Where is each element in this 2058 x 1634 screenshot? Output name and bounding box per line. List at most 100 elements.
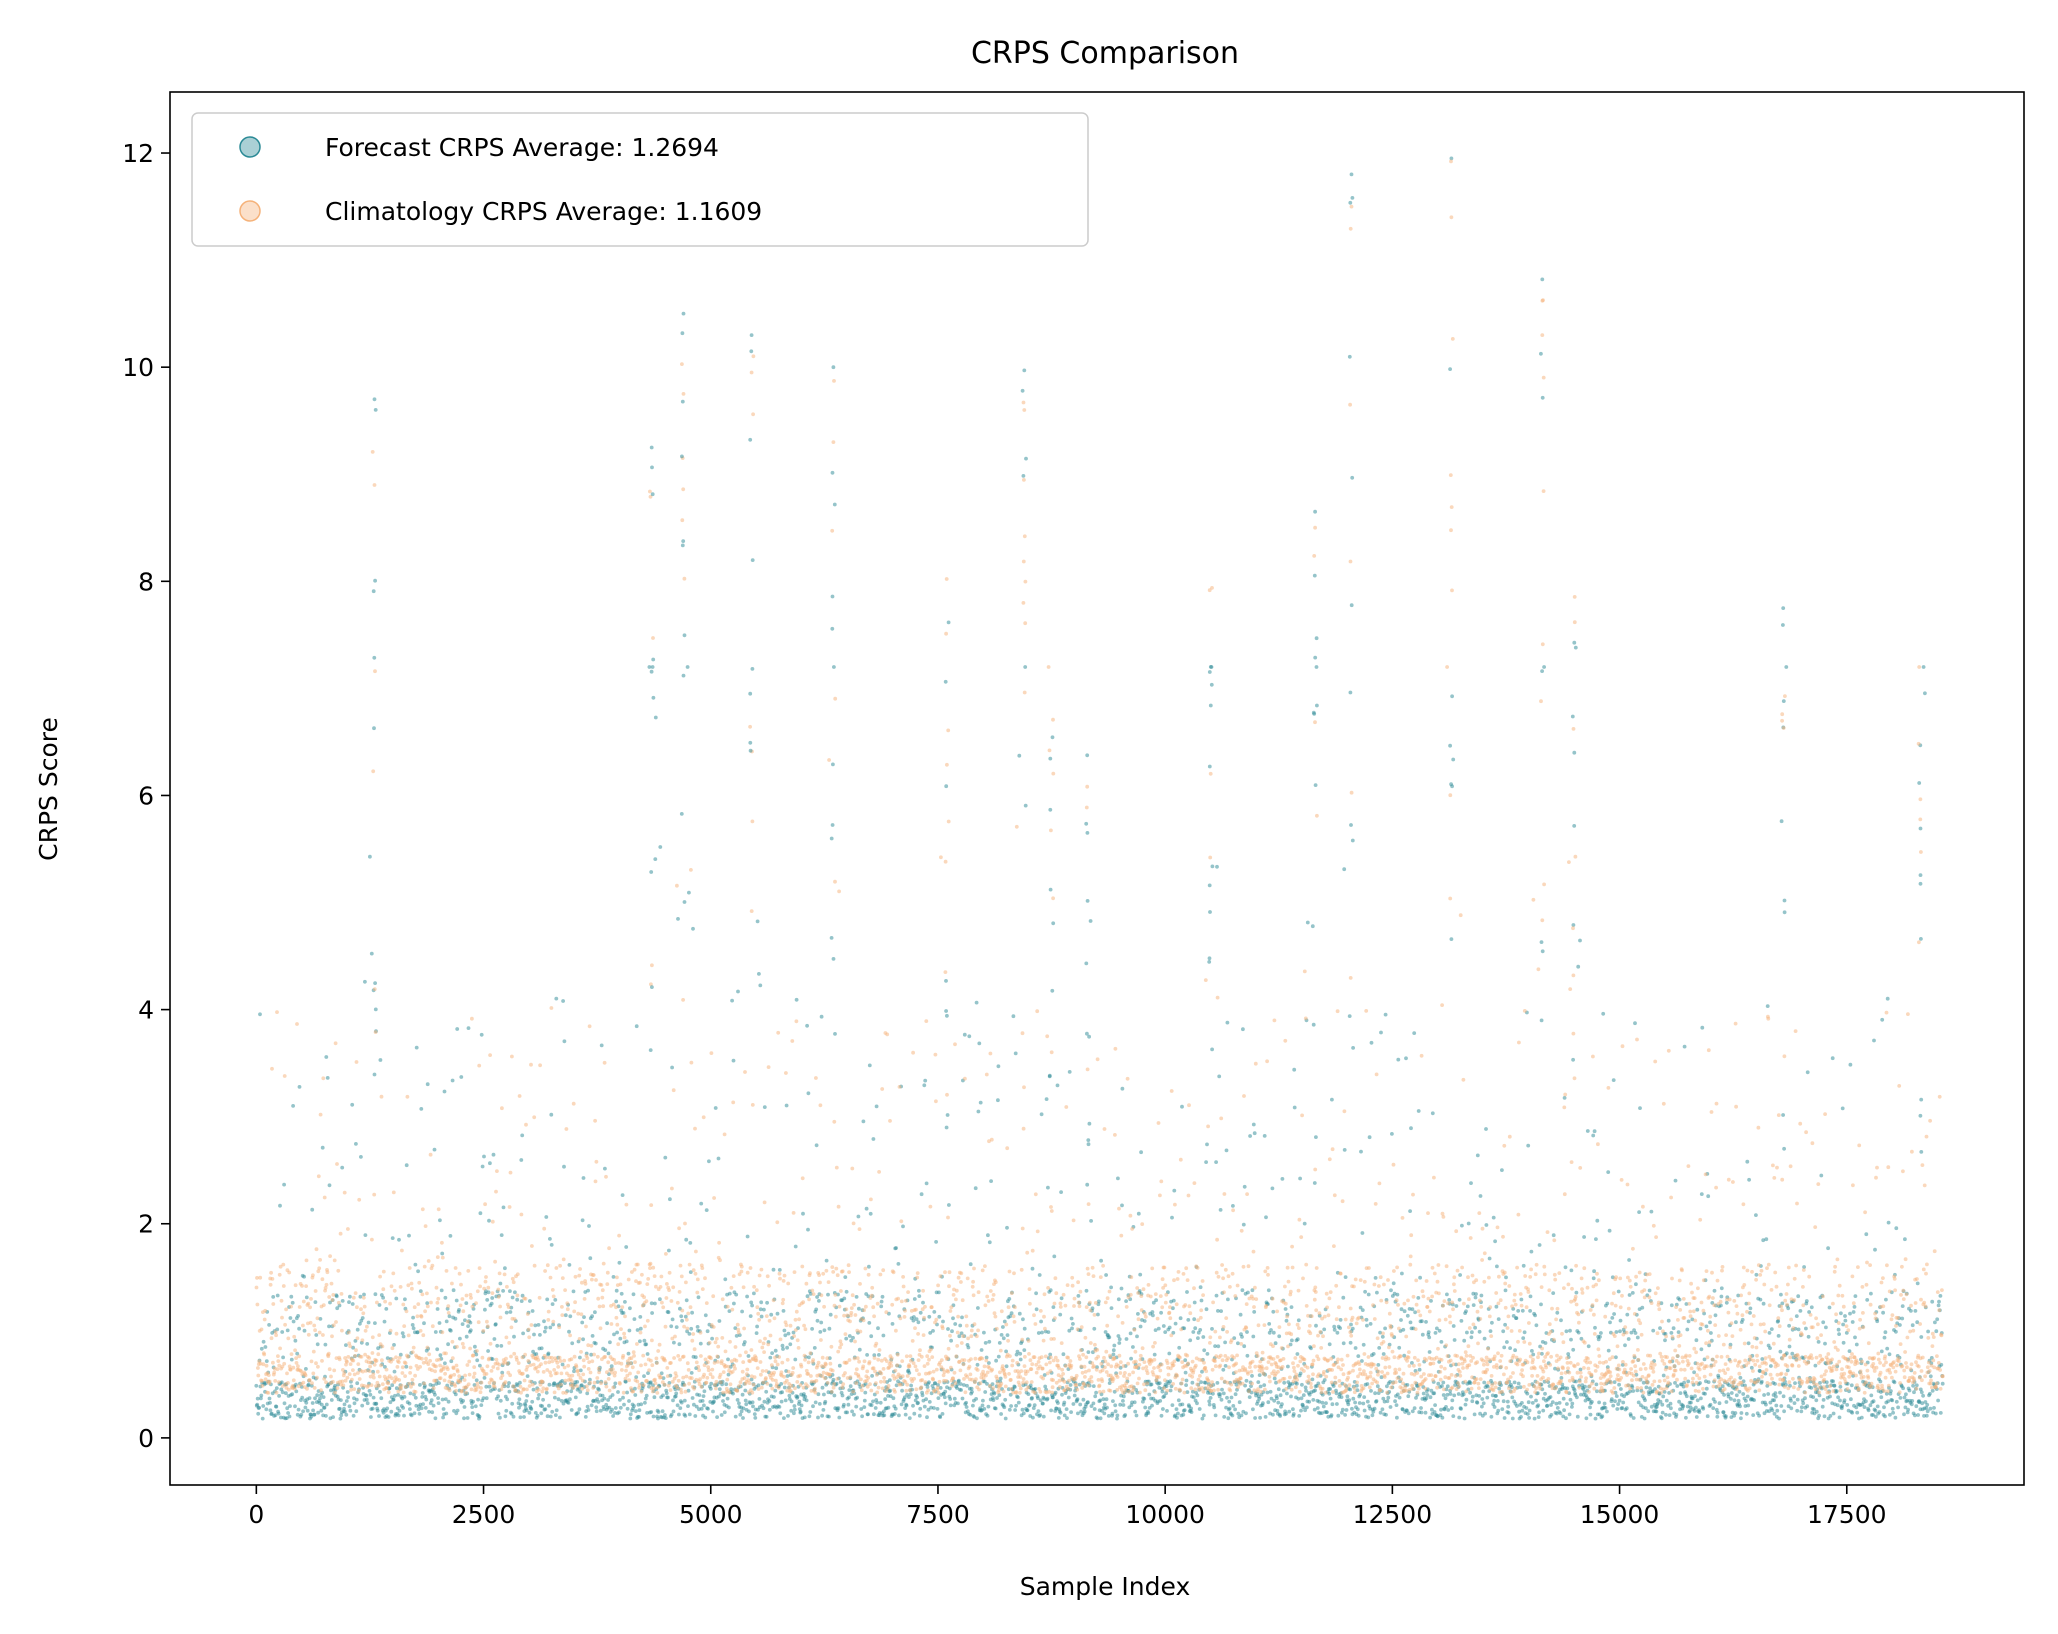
forecast-point	[498, 1398, 503, 1403]
forecast-point	[1809, 1305, 1814, 1310]
forecast-point	[1343, 1413, 1347, 1417]
forecast-point	[614, 1299, 619, 1304]
forecast-point	[1785, 1368, 1790, 1373]
forecast-point	[1021, 1317, 1025, 1322]
climatology-point	[594, 1278, 598, 1282]
forecast-point	[948, 1403, 953, 1408]
forecast-point	[464, 1301, 469, 1305]
climatology-point	[578, 1267, 582, 1271]
forecast-point	[1836, 1327, 1841, 1332]
climatology-point	[669, 1361, 673, 1365]
climatology-point	[757, 1317, 761, 1322]
spike-point	[680, 331, 685, 336]
forecast-point	[1271, 1309, 1276, 1314]
forecast-point	[810, 1327, 814, 1331]
climatology-point	[475, 1381, 480, 1386]
climatology-point	[705, 1375, 710, 1380]
forecast-point	[1705, 1414, 1710, 1419]
spike-point	[1086, 1142, 1091, 1147]
forecast-point	[1184, 1383, 1188, 1387]
spike-point	[682, 633, 687, 638]
forecast-point	[943, 1389, 948, 1394]
forecast-point	[559, 1399, 564, 1403]
forecast-point	[1095, 1416, 1100, 1421]
spike-point	[649, 669, 654, 674]
forecast-point	[614, 1288, 619, 1293]
forecast-point	[960, 1396, 965, 1401]
forecast-point	[400, 1331, 405, 1335]
forecast-point	[880, 1294, 885, 1299]
forecast-point	[1269, 1396, 1274, 1401]
forecast-point	[1864, 1399, 1868, 1404]
forecast-point	[616, 1390, 620, 1394]
forecast-point	[453, 1316, 458, 1321]
forecast-point	[281, 1355, 285, 1360]
forecast-point	[1038, 1398, 1043, 1403]
forecast-point	[624, 1339, 629, 1344]
climatology-point	[512, 1317, 517, 1321]
forecast-point	[1814, 1398, 1819, 1403]
forecast-point	[1276, 1400, 1281, 1405]
climatology-point	[355, 1305, 359, 1310]
forecast-point	[729, 1387, 734, 1392]
forecast-point	[1469, 1335, 1474, 1340]
forecast-point	[1071, 1402, 1076, 1406]
climatology-point	[647, 1368, 651, 1373]
climatology-point	[275, 1367, 280, 1372]
forecast-point	[1103, 1330, 1108, 1334]
forecast-point	[860, 1414, 864, 1419]
climatology-point	[421, 1333, 426, 1338]
forecast-point	[1091, 1401, 1096, 1406]
forecast-point	[603, 1348, 608, 1352]
forecast-point	[1729, 1391, 1734, 1395]
forecast-point	[1227, 1406, 1232, 1411]
forecast-point	[433, 1330, 438, 1334]
forecast-point	[1200, 1416, 1205, 1421]
forecast-point	[1747, 1177, 1751, 1182]
forecast-point	[779, 1399, 784, 1404]
forecast-point	[917, 1294, 922, 1298]
forecast-point	[847, 1334, 852, 1338]
spike-point	[1348, 976, 1353, 980]
forecast-point	[1067, 1070, 1072, 1074]
forecast-point	[1107, 1381, 1112, 1385]
forecast-point	[1402, 1309, 1407, 1314]
forecast-point	[588, 1256, 593, 1261]
climatology-point	[645, 1282, 650, 1286]
forecast-point	[783, 1398, 788, 1403]
forecast-point	[748, 1314, 753, 1318]
climatology-point	[427, 1352, 432, 1357]
climatology-point	[511, 1280, 516, 1285]
forecast-point	[1202, 1348, 1207, 1353]
forecast-point	[401, 1334, 406, 1339]
climatology-point	[394, 1355, 398, 1360]
forecast-point	[1412, 1031, 1417, 1035]
forecast-point	[1773, 1382, 1777, 1386]
climatology-point	[601, 1304, 606, 1309]
forecast-point	[522, 1415, 526, 1419]
climatology-point	[704, 1380, 709, 1385]
forecast-point	[1849, 1397, 1853, 1402]
climatology-point	[327, 1295, 332, 1299]
climatology-point	[366, 1383, 371, 1388]
forecast-point	[435, 1307, 440, 1311]
climatology-point	[364, 1369, 368, 1373]
forecast-point	[442, 1089, 447, 1094]
forecast-point	[1887, 1352, 1892, 1357]
forecast-point	[1252, 1131, 1257, 1136]
forecast-point	[347, 1300, 351, 1304]
climatology-point	[681, 1354, 686, 1359]
climatology-point	[316, 1364, 320, 1369]
forecast-point	[1753, 1389, 1758, 1394]
forecast-point	[433, 1416, 438, 1421]
forecast-point	[1717, 1401, 1722, 1406]
forecast-point	[324, 1414, 328, 1418]
forecast-point	[513, 1290, 517, 1295]
climatology-point	[450, 1281, 454, 1286]
forecast-point	[487, 1218, 491, 1223]
forecast-point	[891, 1396, 896, 1401]
forecast-point	[751, 1404, 755, 1409]
forecast-point	[981, 1398, 985, 1403]
forecast-point	[1205, 1142, 1209, 1147]
forecast-point	[1471, 1303, 1476, 1307]
